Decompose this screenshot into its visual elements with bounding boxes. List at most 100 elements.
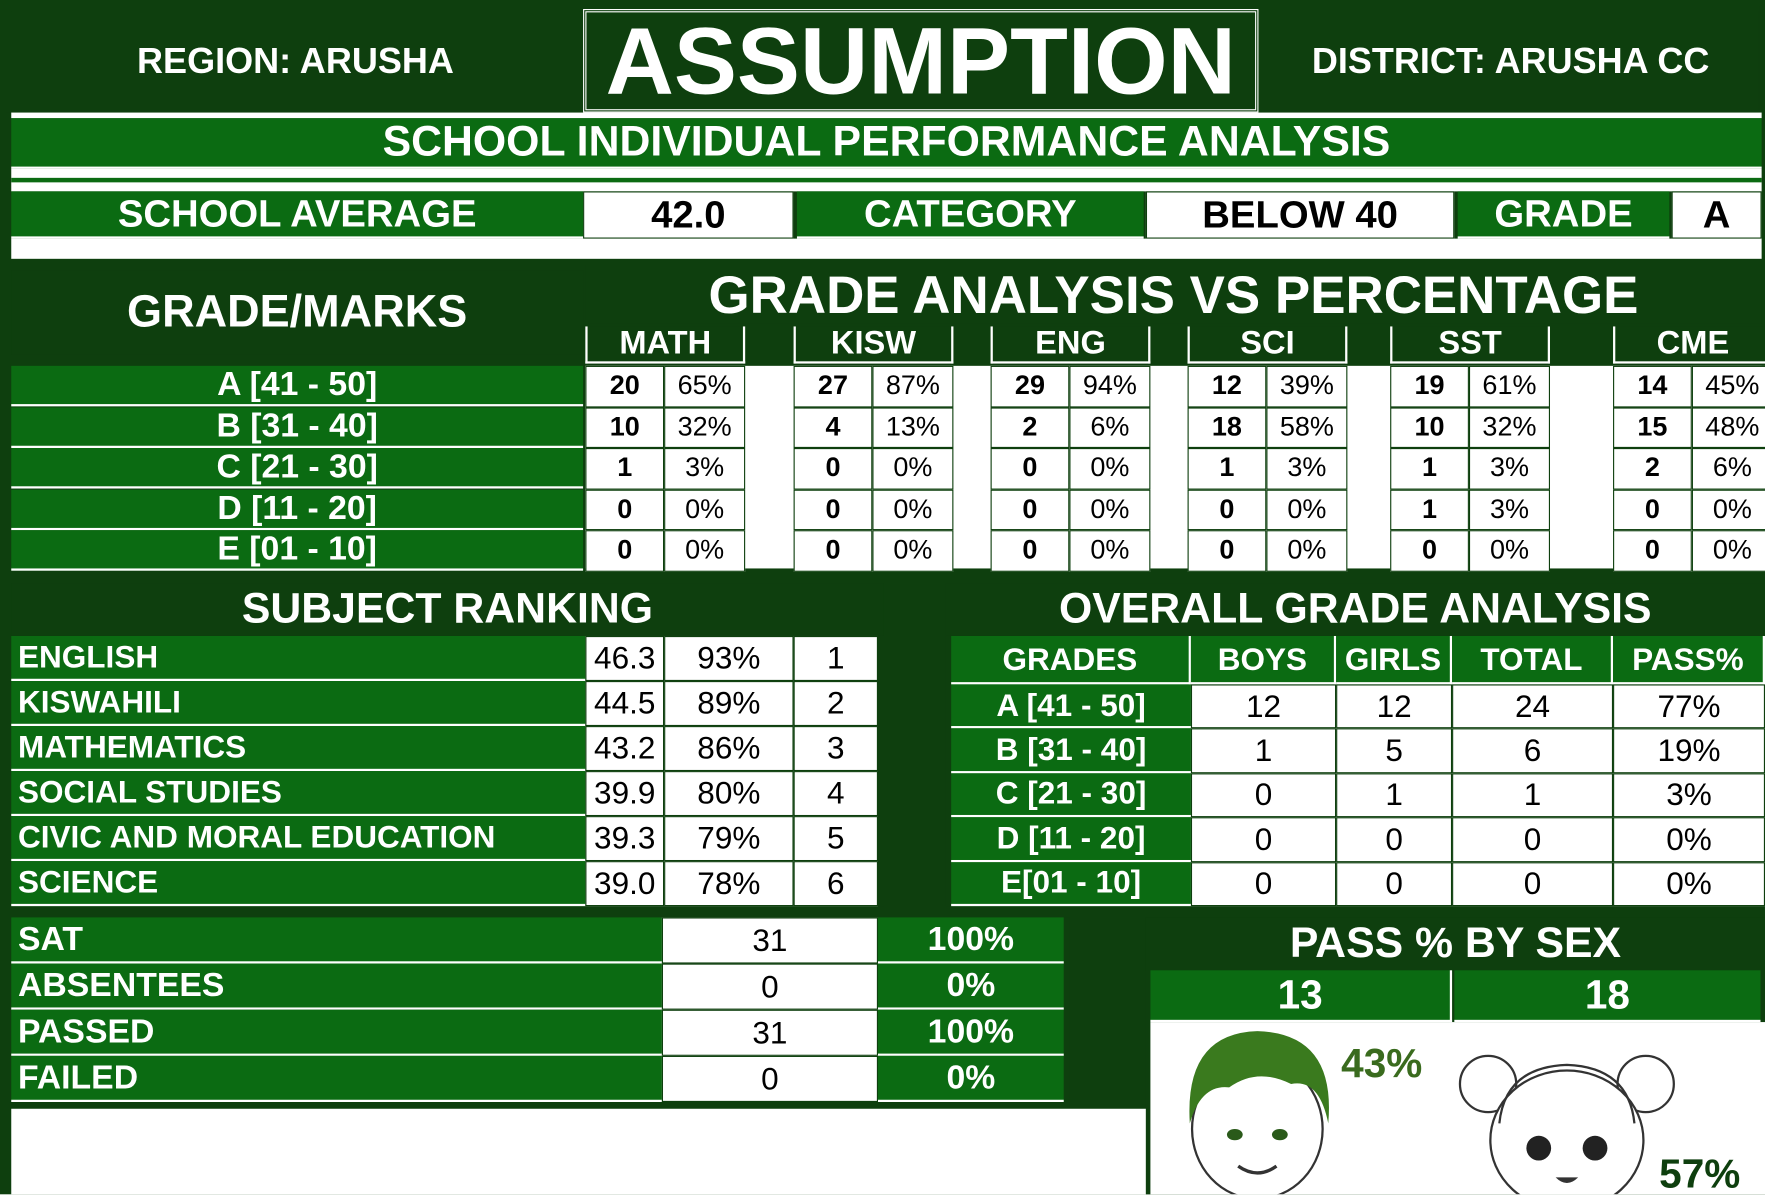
grade-percent: 0% xyxy=(664,489,745,530)
grade-count: 20 xyxy=(585,366,664,407)
grade-label: D [11 - 20] xyxy=(11,489,583,530)
subject-rank: 1 xyxy=(794,636,878,681)
subject-header: ENG xyxy=(991,326,1151,363)
grade-count: 0 xyxy=(991,489,1070,530)
girl-icon xyxy=(1460,1056,1674,1194)
grade-percent: 94% xyxy=(1069,366,1150,407)
page: REGION: ARUSHAASSUMPTIONDISTRICT: ARUSHA… xyxy=(0,0,1765,1194)
overall-value: 0 xyxy=(1452,862,1613,906)
grade-count: 1 xyxy=(1390,448,1469,489)
grade-count: 0 xyxy=(1613,530,1692,571)
grade-count: 0 xyxy=(1188,489,1267,530)
overall-value: 1 xyxy=(1336,773,1452,817)
grade-count: 0 xyxy=(794,448,873,489)
grade-percent: 0% xyxy=(1266,530,1347,571)
attendance-count: 0 xyxy=(662,1056,878,1102)
subject-percent: 80% xyxy=(664,771,793,816)
grade-label: B [31 - 40] xyxy=(11,407,583,448)
report: REGION: ARUSHAASSUMPTIONDISTRICT: ARUSHA… xyxy=(0,0,1765,1194)
grade-count: 0 xyxy=(794,489,873,530)
grade-count: 2 xyxy=(991,407,1070,448)
grade-percent: 48% xyxy=(1692,407,1765,448)
subject-name: ENGLISH xyxy=(11,636,585,681)
overall-value: 12 xyxy=(1336,684,1452,728)
overall-value: 5 xyxy=(1336,729,1452,773)
overall-value: 77% xyxy=(1613,684,1765,728)
overall-value: 1 xyxy=(1191,729,1336,773)
grade-percent: 0% xyxy=(1069,530,1150,571)
boy-icon xyxy=(1189,1031,1329,1194)
grade-label: E [01 - 10] xyxy=(11,530,583,571)
overall-grade: B [31 - 40] xyxy=(951,729,1191,773)
subject-name: SOCIAL STUDIES xyxy=(11,771,585,816)
grade-count: 1 xyxy=(1188,448,1267,489)
grade-percent: 0% xyxy=(1469,530,1550,571)
grade-title: GRADE ANALYSIS VS PERCENTAGE xyxy=(585,265,1761,324)
subject-percent: 86% xyxy=(664,726,793,771)
grade-count: 14 xyxy=(1613,366,1692,407)
overall-value: 0 xyxy=(1336,862,1452,906)
overall-grade: D [11 - 20] xyxy=(951,817,1191,861)
subject-rank: 3 xyxy=(794,726,878,771)
overall-value: 3% xyxy=(1613,773,1765,817)
summary-cell: 42.0 xyxy=(583,191,793,238)
subject-header: SST xyxy=(1390,326,1550,363)
school-name: ASSUMPTION xyxy=(583,9,1258,113)
grade-count: 12 xyxy=(1188,366,1267,407)
region: REGION: ARUSHA xyxy=(11,11,579,110)
boys-percent: 43% xyxy=(1334,1036,1430,1092)
summary-cell: SCHOOL AVERAGE xyxy=(11,191,583,238)
grade-percent: 39% xyxy=(1266,366,1347,407)
grade-percent: 3% xyxy=(1469,489,1550,530)
overall-value: 0 xyxy=(1452,817,1613,861)
overall-value: 19% xyxy=(1613,729,1765,773)
grade-percent: 3% xyxy=(1469,448,1550,489)
subject-name: CIVIC AND MORAL EDUCATION xyxy=(11,816,585,861)
grade-percent: 65% xyxy=(664,366,745,407)
grade-percent: 0% xyxy=(664,530,745,571)
overall-grade: A [41 - 50] xyxy=(951,684,1191,728)
attendance-label: PASSED xyxy=(11,1010,662,1056)
subject-percent: 79% xyxy=(664,816,793,861)
grade-percent: 0% xyxy=(1069,489,1150,530)
grade-percent: 3% xyxy=(664,448,745,489)
grade-percent: 32% xyxy=(1469,407,1550,448)
grade-label: C [21 - 30] xyxy=(11,448,583,489)
overall-value: 24 xyxy=(1452,684,1613,728)
overall-value: 0 xyxy=(1336,817,1452,861)
overall-value: 0 xyxy=(1191,773,1336,817)
grade-percent: 87% xyxy=(872,366,953,407)
grade-count: 18 xyxy=(1188,407,1267,448)
grade-count: 27 xyxy=(794,366,873,407)
grade-percent: 0% xyxy=(1692,530,1765,571)
grade-percent: 0% xyxy=(1069,448,1150,489)
grade-percent: 6% xyxy=(1692,448,1765,489)
overall-value: 0 xyxy=(1191,862,1336,906)
subject-header: SCI xyxy=(1188,326,1348,363)
grade-count: 4 xyxy=(794,407,873,448)
grade-percent: 13% xyxy=(872,407,953,448)
attendance-count: 31 xyxy=(662,1010,878,1056)
grade-count: 10 xyxy=(1390,407,1469,448)
grade-count: 0 xyxy=(794,530,873,571)
grade-percent: 45% xyxy=(1692,366,1765,407)
attendance-label: ABSENTEES xyxy=(11,964,662,1010)
overall-value: 6 xyxy=(1452,729,1613,773)
grade-count: 2 xyxy=(1613,448,1692,489)
attendance-count: 0 xyxy=(662,964,878,1010)
overall-header: PASS% xyxy=(1613,636,1765,684)
subtitle: SCHOOL INDIVIDUAL PERFORMANCE ANALYSIS xyxy=(11,118,1761,169)
subject-header: CME xyxy=(1613,326,1765,363)
subject-name: KISWAHILI xyxy=(11,681,585,726)
grade-percent: 3% xyxy=(1266,448,1347,489)
subject-average: 39.3 xyxy=(585,816,664,861)
subject-name: SCIENCE xyxy=(11,861,585,906)
attendance-count: 31 xyxy=(662,917,878,963)
subject-percent: 89% xyxy=(664,681,793,726)
attendance-label: SAT xyxy=(11,917,662,963)
overall-value: 12 xyxy=(1191,684,1336,728)
overall-value: 0% xyxy=(1613,817,1765,861)
summary-cell: BELOW 40 xyxy=(1146,191,1454,238)
district: DISTRICT: ARUSHA CC xyxy=(1263,11,1758,110)
boys-count: 13 xyxy=(1150,970,1452,1022)
